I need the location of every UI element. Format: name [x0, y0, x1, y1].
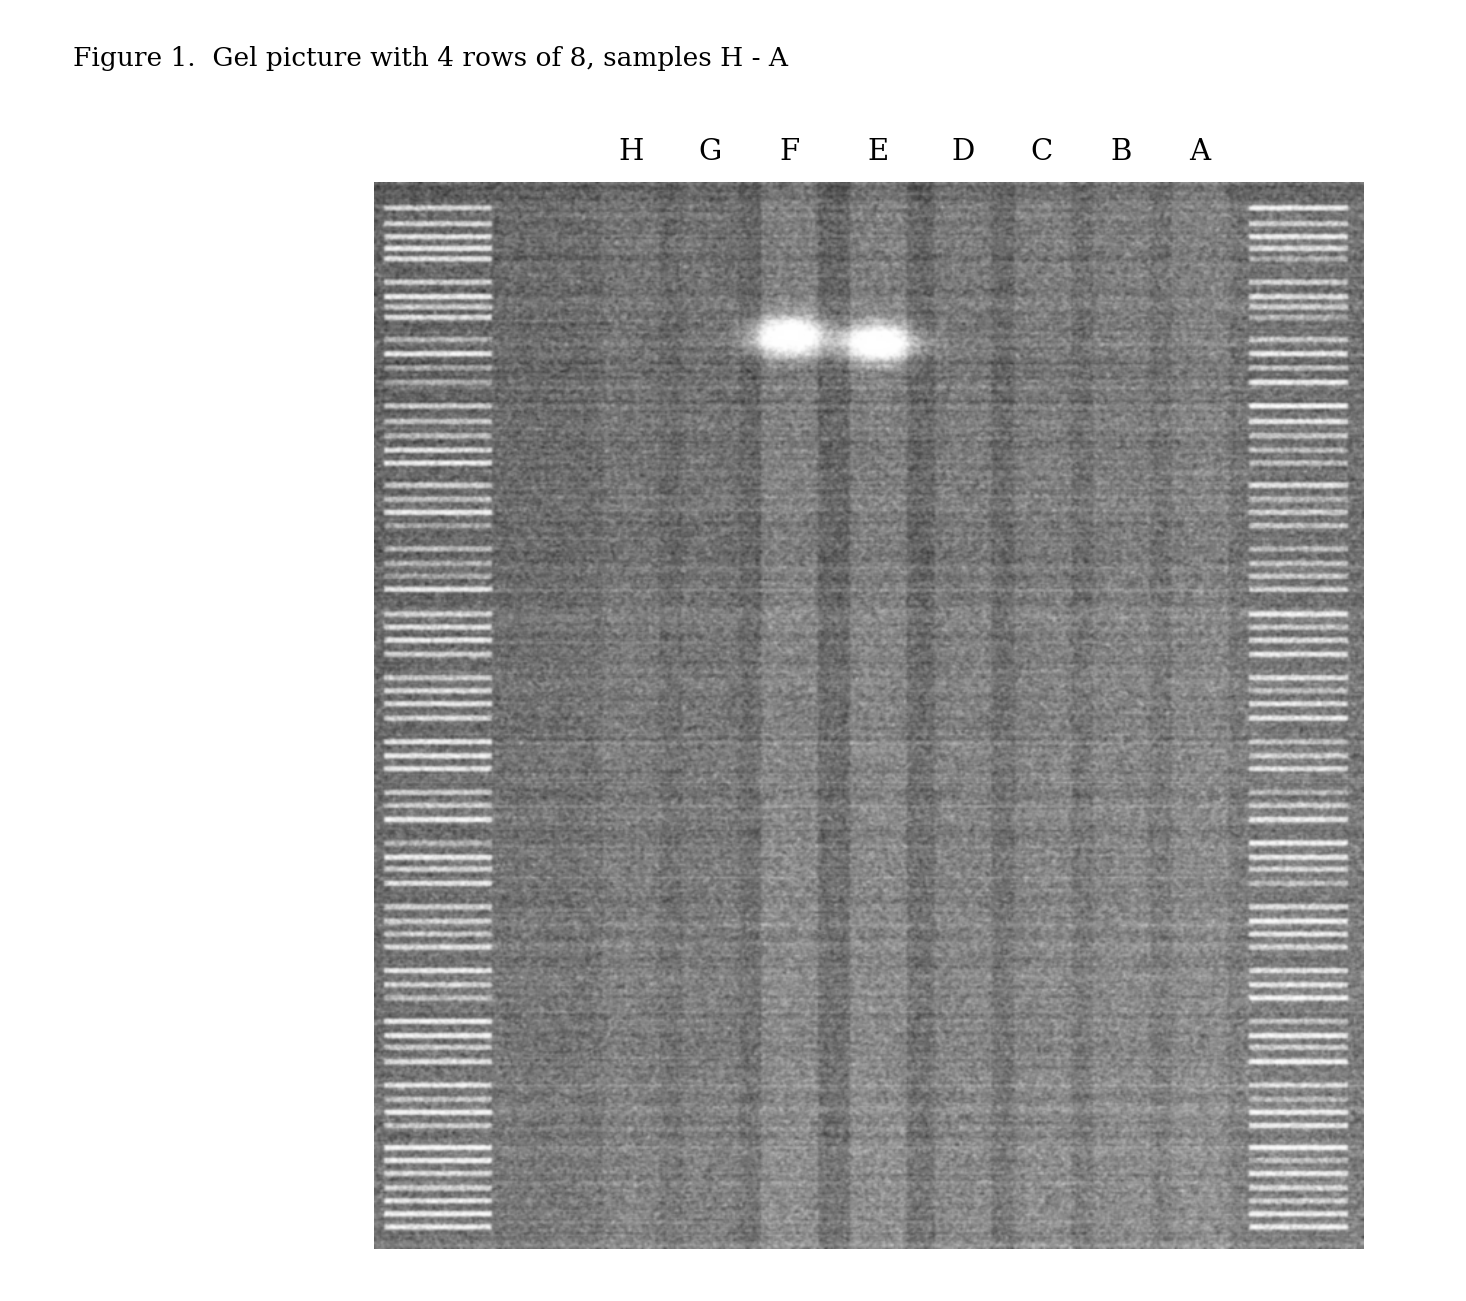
Text: E: E — [868, 138, 888, 167]
Text: Figure 1.  Gel picture with 4 rows of 8, samples H - A: Figure 1. Gel picture with 4 rows of 8, … — [73, 46, 789, 70]
Text: B: B — [1110, 138, 1132, 167]
Text: D: D — [951, 138, 975, 167]
Text: F: F — [780, 138, 799, 167]
Text: H: H — [619, 138, 644, 167]
Text: C: C — [1031, 138, 1053, 167]
Text: A: A — [1189, 138, 1211, 167]
Text: G: G — [699, 138, 721, 167]
